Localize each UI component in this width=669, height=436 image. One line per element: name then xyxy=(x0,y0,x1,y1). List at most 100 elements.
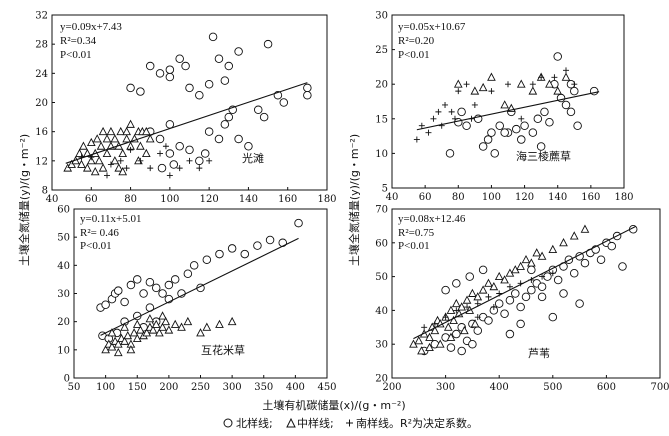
point-north xyxy=(446,343,456,352)
point-middle xyxy=(94,156,104,165)
point-north xyxy=(487,128,496,137)
point-north xyxy=(452,279,461,288)
point-middle xyxy=(151,319,161,328)
point-north xyxy=(484,316,493,325)
point-middle xyxy=(120,322,129,331)
point-north xyxy=(478,142,488,151)
point-middle xyxy=(494,271,504,281)
point-south xyxy=(104,172,110,179)
legend-south-label: 南样线。R²为决定系数。 xyxy=(356,416,478,430)
point-north xyxy=(145,277,155,287)
y-tick-label: 40 xyxy=(57,261,70,272)
panel-title: 光滩 xyxy=(242,151,264,165)
point-north xyxy=(165,120,175,129)
point-middle xyxy=(118,167,128,176)
panel-title: 互花米草 xyxy=(201,344,245,357)
point-north xyxy=(234,134,243,144)
x-tick-label: 180 xyxy=(317,194,336,205)
point-middle xyxy=(161,316,171,326)
axis-ticks: 50 100 150 200 250 300 350 400 450 0 10 20 30 40 50 60 xyxy=(57,205,336,394)
point-north xyxy=(527,265,536,275)
y-tick-label: 60 xyxy=(57,205,70,216)
point-middle xyxy=(489,281,499,291)
point-north xyxy=(553,52,562,61)
point-north xyxy=(185,83,194,93)
point-middle xyxy=(114,163,124,172)
regression-line xyxy=(100,237,299,336)
point-middle xyxy=(145,314,155,323)
x-tick-label: 120 xyxy=(200,194,219,205)
point-middle xyxy=(123,330,133,340)
point-middle xyxy=(500,100,510,109)
data-marks xyxy=(413,52,600,158)
y-tick-label: 60 xyxy=(375,238,388,249)
point-north xyxy=(195,156,204,166)
point-south xyxy=(162,143,169,150)
regression-line xyxy=(413,225,637,340)
point-north xyxy=(528,128,538,137)
point-south xyxy=(463,81,470,88)
point-south xyxy=(430,115,437,122)
point-middle xyxy=(553,86,563,95)
point-middle xyxy=(118,148,128,157)
point-middle xyxy=(516,261,525,270)
point-middle xyxy=(110,134,120,143)
point-north xyxy=(500,309,509,319)
y-tick-label: 15 xyxy=(375,114,388,125)
y-tick-label: 12 xyxy=(35,156,48,167)
point-south xyxy=(518,115,525,122)
point-south xyxy=(506,283,513,290)
point-south xyxy=(485,293,492,300)
point-middle xyxy=(537,251,547,260)
point-north xyxy=(537,292,547,302)
point-middle xyxy=(141,148,151,157)
point-middle xyxy=(430,325,440,335)
point-south xyxy=(117,157,124,164)
x-tick-label: 700 xyxy=(650,382,669,393)
point-north xyxy=(483,135,493,144)
point-north xyxy=(303,90,312,100)
point-south xyxy=(539,273,546,280)
point-north xyxy=(521,292,531,302)
point-north xyxy=(185,145,194,155)
point-middle xyxy=(561,72,571,81)
point-middle xyxy=(116,126,126,136)
y-tick-label: 50 xyxy=(57,233,70,244)
point-middle xyxy=(183,316,193,326)
point-middle xyxy=(122,126,131,136)
point-north xyxy=(183,269,193,279)
point-middle xyxy=(113,339,123,348)
point-north xyxy=(175,141,184,151)
point-north xyxy=(234,47,243,56)
point-north xyxy=(158,289,167,298)
point-south xyxy=(563,67,569,74)
point-middle xyxy=(521,254,531,264)
point-middle xyxy=(559,238,568,247)
point-middle xyxy=(548,244,558,254)
y-tick-label: 28 xyxy=(35,40,48,51)
point-north xyxy=(478,265,488,275)
point-middle xyxy=(435,339,445,348)
point-south xyxy=(438,122,445,129)
point-middle xyxy=(98,163,108,172)
point-north xyxy=(145,61,155,71)
point-middle xyxy=(417,346,426,355)
point-middle xyxy=(532,248,542,257)
y-tick-label: 0 xyxy=(64,374,70,385)
point-middle xyxy=(478,82,488,92)
regression-line xyxy=(416,91,600,131)
point-middle xyxy=(449,315,458,324)
legend-north-label: 北样线; xyxy=(236,416,273,430)
panel-title: 海三棱藨草 xyxy=(516,149,571,163)
panel-title: 芦苇 xyxy=(528,346,550,360)
x-tick-label: 400 xyxy=(286,382,305,393)
y-tick-label: 20 xyxy=(375,374,388,385)
legend-circle-symbol xyxy=(223,418,233,428)
plot-frame xyxy=(391,14,625,189)
x-tick-label: 100 xyxy=(96,382,115,393)
point-south xyxy=(471,101,478,108)
point-middle xyxy=(92,134,102,143)
point-middle xyxy=(414,336,424,345)
point-south xyxy=(455,88,462,95)
point-middle xyxy=(126,345,136,354)
